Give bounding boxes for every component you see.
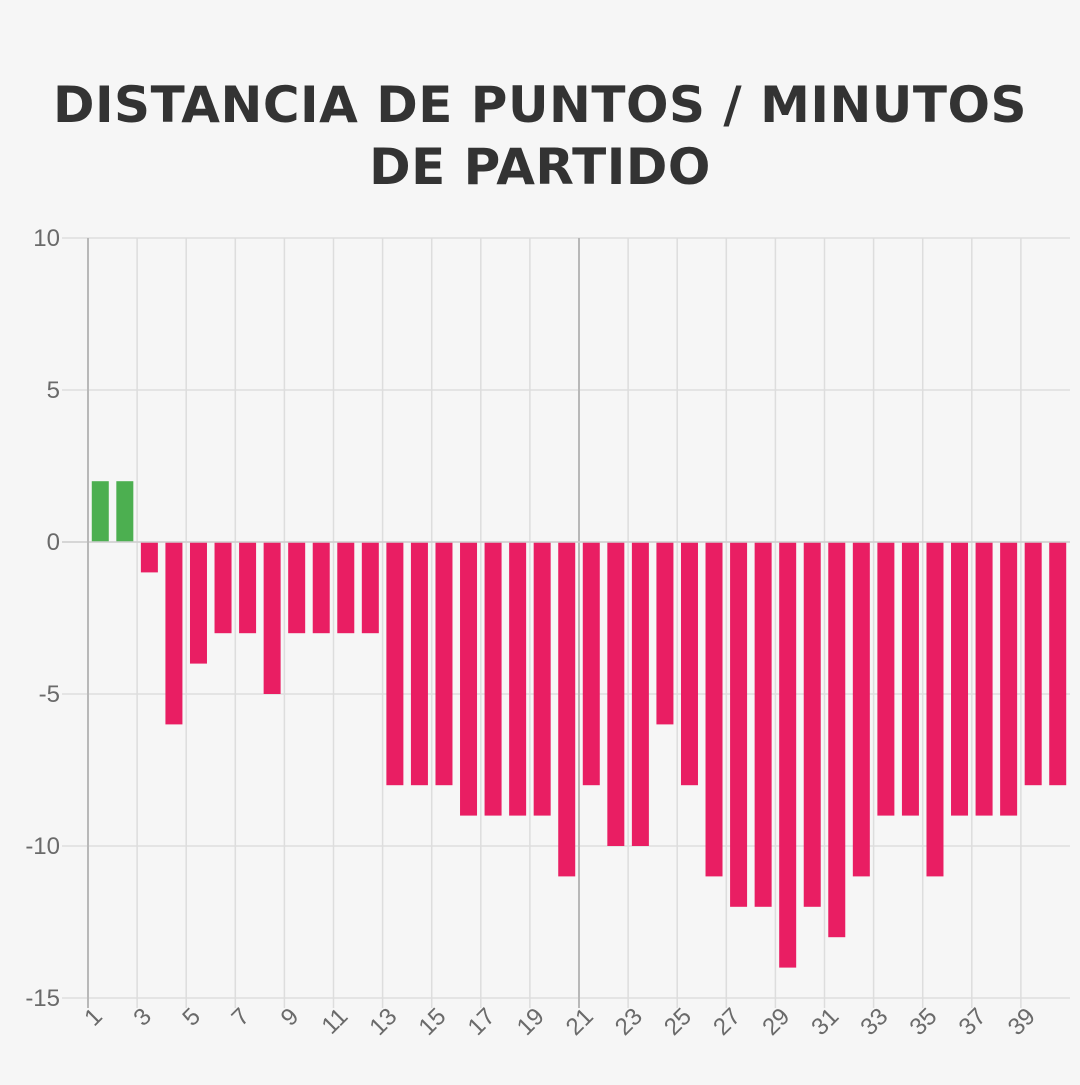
bar-29 (779, 542, 797, 968)
x-tick-label: 29 (757, 1003, 795, 1041)
bar-28 (754, 542, 772, 907)
bar-26 (705, 542, 723, 877)
bar-13 (386, 542, 404, 786)
x-tick-label: 37 (954, 1003, 992, 1041)
bar-2 (116, 481, 134, 542)
bar-11 (337, 542, 355, 634)
bar-30 (803, 542, 821, 907)
bar-1 (91, 481, 109, 542)
x-axis-ticks: 1 3 5 7 9 11 13 15 17 19 21 23 25 27 29 31 33 35 37 39 (79, 1003, 1040, 1041)
x-tick-label: 39 (1003, 1003, 1041, 1041)
bar-10 (312, 542, 330, 634)
y-axis-ticks: 10 5 0 -5 -10 -15 (25, 225, 60, 1012)
x-tick-label: 23 (610, 1003, 648, 1041)
bar-24 (656, 542, 674, 725)
bar-22 (607, 542, 625, 846)
y-tick-label: 5 (47, 377, 60, 404)
bar-32 (852, 542, 870, 877)
bar-21 (582, 542, 600, 786)
y-tick-label: -15 (25, 985, 60, 1012)
bar-17 (484, 542, 502, 816)
bar-40 (1049, 542, 1067, 786)
x-tick-label: 25 (659, 1003, 697, 1041)
y-tick-label: 0 (47, 529, 60, 556)
bar-4 (165, 542, 183, 725)
bar-15 (435, 542, 453, 786)
x-tick-label: 19 (512, 1003, 550, 1041)
bar-39 (1024, 542, 1042, 786)
bar-12 (361, 542, 379, 634)
y-tick-label: -5 (39, 681, 60, 708)
bar-5 (189, 542, 207, 664)
bar-35 (926, 542, 944, 877)
bar-16 (460, 542, 478, 816)
x-tick-label: 9 (276, 1003, 305, 1032)
axes (62, 238, 1070, 1008)
x-tick-label: 17 (463, 1003, 501, 1041)
bar-3 (140, 542, 158, 573)
x-tick-label: 11 (317, 1003, 354, 1040)
bar-9 (288, 542, 306, 634)
bar-27 (730, 542, 748, 907)
y-tick-label: 10 (33, 225, 60, 252)
x-tick-label: 21 (561, 1003, 599, 1041)
bar-14 (410, 542, 428, 786)
x-tick-label: 5 (177, 1003, 206, 1032)
bar-38 (1000, 542, 1018, 816)
x-tick-label: 13 (364, 1003, 402, 1041)
y-tick-label: -10 (25, 833, 60, 860)
x-tick-label: 7 (227, 1003, 256, 1032)
bar-33 (877, 542, 895, 816)
bar-25 (680, 542, 698, 786)
bar-36 (951, 542, 969, 816)
bar-23 (631, 542, 649, 846)
x-tick-label: 15 (414, 1003, 452, 1041)
bar-31 (828, 542, 846, 938)
bar-19 (533, 542, 551, 816)
bars (91, 481, 1067, 968)
bar-20 (558, 542, 576, 877)
x-tick-label: 1 (79, 1003, 108, 1032)
bar-18 (509, 542, 527, 816)
bar-37 (975, 542, 993, 816)
bar-34 (901, 542, 919, 816)
x-tick-label: 35 (905, 1003, 943, 1041)
bar-6 (214, 542, 232, 634)
x-tick-label: 33 (855, 1003, 893, 1041)
x-tick-label: 31 (806, 1003, 844, 1041)
x-tick-label: 3 (128, 1003, 157, 1032)
x-tick-label: 27 (708, 1003, 746, 1041)
bar-8 (263, 542, 281, 694)
bar-7 (239, 542, 257, 634)
chart-title: DISTANCIA DE PUNTOS / MINUTOS DE PARTIDO (52, 76, 1028, 196)
